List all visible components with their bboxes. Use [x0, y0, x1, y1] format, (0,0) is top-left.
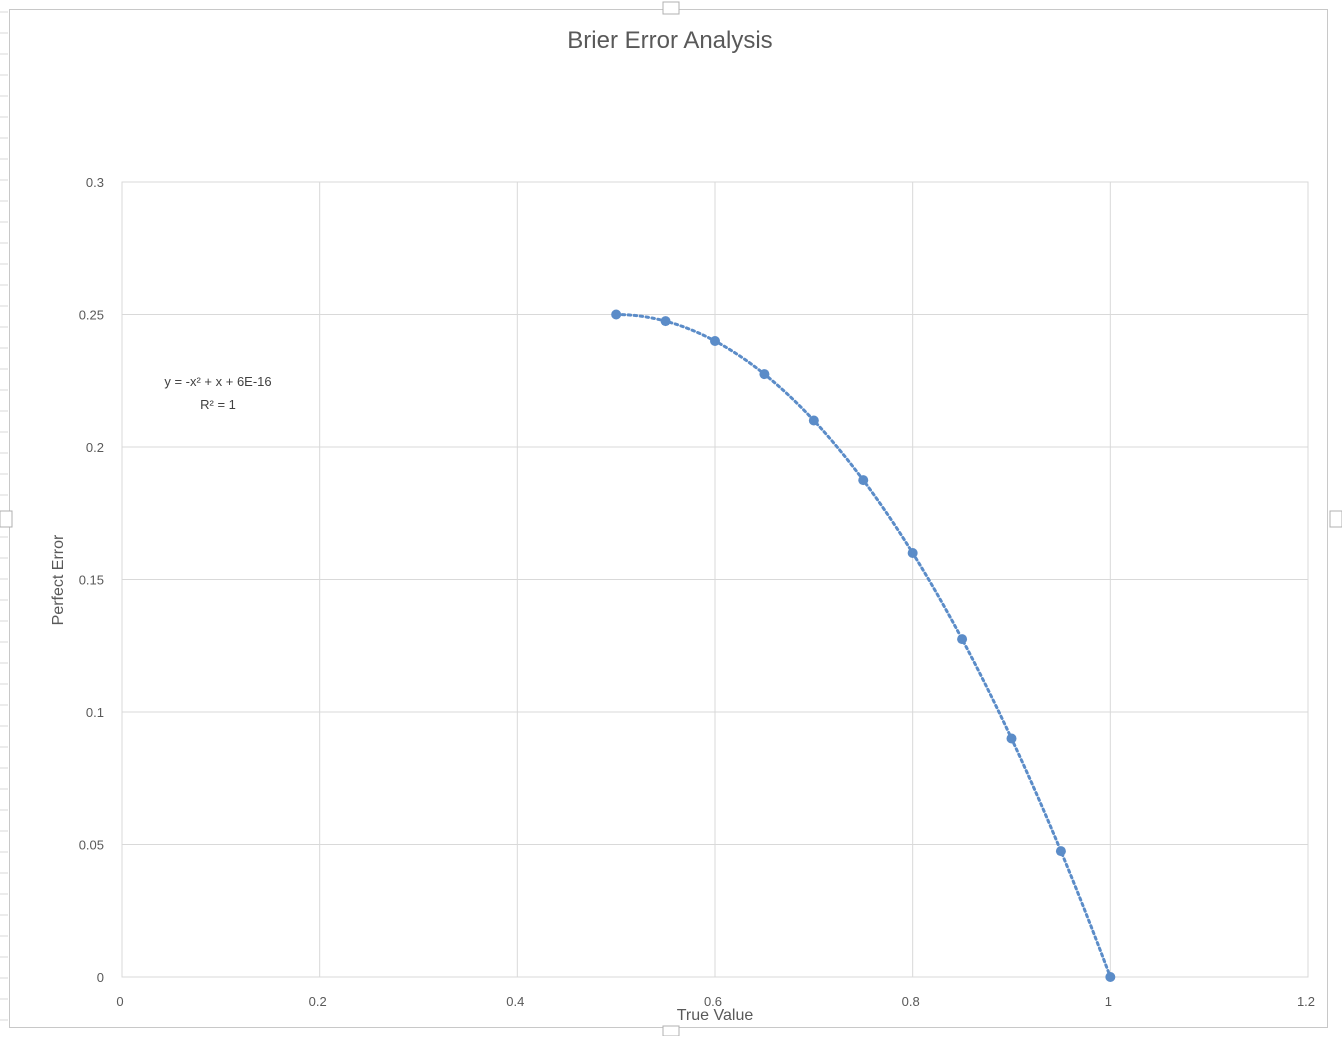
- x-axis-title[interactable]: True Value: [677, 1007, 754, 1024]
- data-point[interactable]: [710, 336, 720, 346]
- x-tick-label: 0.6: [704, 994, 722, 1009]
- y-tick-label: 0.2: [86, 440, 104, 455]
- trendline-equation[interactable]: y = -x² + x + 6E-16: [164, 374, 271, 389]
- data-point[interactable]: [1105, 972, 1116, 982]
- resize-handle-bottom[interactable]: [662, 1025, 680, 1037]
- y-tick-label: 0.3: [86, 175, 104, 190]
- data-point[interactable]: [1055, 846, 1066, 857]
- x-tick-label: 1: [1105, 994, 1112, 1009]
- y-axis-title[interactable]: Perfect Error: [50, 534, 67, 625]
- x-tick-label: 0.4: [506, 994, 524, 1009]
- data-point[interactable]: [808, 415, 819, 426]
- x-axis-tick-labels: 0 0.2 0.4 0.6 0.8 1 1.2: [116, 994, 1315, 1009]
- trendline-path[interactable]: [614, 313, 1112, 979]
- chart-area-border: [9, 9, 1328, 1028]
- trendline[interactable]: [614, 313, 1112, 979]
- chart-title[interactable]: Brier Error Analysis: [567, 27, 772, 54]
- data-point[interactable]: [1006, 733, 1017, 744]
- data-point[interactable]: [858, 475, 869, 486]
- y-tick-label: 0.15: [79, 573, 104, 588]
- y-tick-label: 0: [97, 970, 104, 985]
- data-point[interactable]: [660, 316, 671, 327]
- y-tick-label: 0.25: [79, 308, 104, 323]
- gridlines: [121, 181, 1309, 978]
- x-tick-label: 0: [116, 994, 123, 1009]
- trendline-r-squared[interactable]: R² = 1: [200, 397, 236, 412]
- resize-handle-left[interactable]: [0, 510, 13, 528]
- x-tick-label: 0.2: [309, 994, 327, 1009]
- y-axis-tick-labels: 0 0.05 0.1 0.15 0.2 0.25 0.3: [79, 175, 104, 985]
- data-point[interactable]: [957, 634, 968, 645]
- y-tick-label: 0.05: [79, 838, 104, 853]
- data-points[interactable]: [611, 309, 1116, 983]
- data-point[interactable]: [759, 369, 770, 380]
- x-tick-label: 1.2: [1297, 994, 1315, 1009]
- plot-area-border: [121, 181, 1309, 978]
- x-tick-label: 0.8: [902, 994, 920, 1009]
- resize-handle-top[interactable]: [662, 1, 680, 15]
- resize-handle-right[interactable]: [1329, 510, 1342, 528]
- data-point[interactable]: [611, 309, 622, 320]
- y-tick-label: 0.1: [86, 705, 104, 720]
- data-point[interactable]: [907, 548, 918, 558]
